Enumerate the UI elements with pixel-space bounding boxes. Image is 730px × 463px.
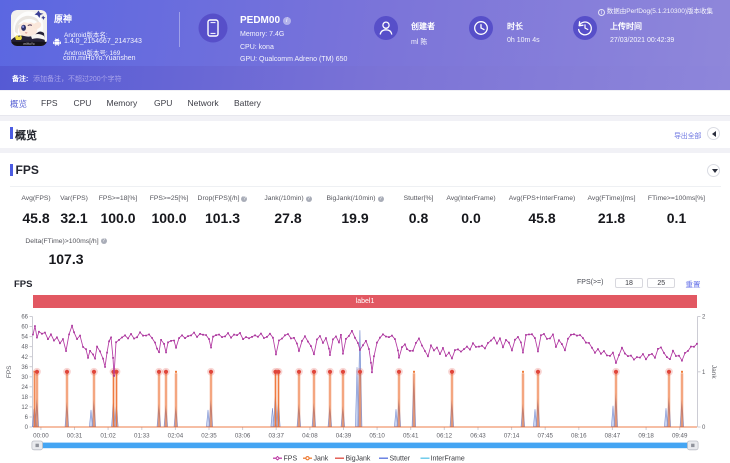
svg-text:01:33: 01:33 bbox=[134, 433, 150, 440]
svg-text:60: 60 bbox=[21, 325, 28, 331]
svg-text:01:02: 01:02 bbox=[100, 433, 116, 440]
svg-text:06:43: 06:43 bbox=[470, 433, 486, 440]
svg-text:48: 48 bbox=[21, 345, 28, 351]
svg-text:miHoYo: miHoYo bbox=[23, 42, 34, 46]
svg-text:18: 18 bbox=[21, 395, 28, 401]
svg-text:FPS: FPS bbox=[6, 365, 13, 378]
svg-text:Jank: Jank bbox=[710, 365, 717, 379]
svg-text:42: 42 bbox=[21, 355, 28, 361]
svg-text:08:16: 08:16 bbox=[571, 433, 587, 440]
svg-text:04:39: 04:39 bbox=[336, 433, 352, 440]
svg-text:02:35: 02:35 bbox=[201, 433, 217, 440]
svg-text:Jank: Jank bbox=[314, 456, 329, 463]
svg-text:04:08: 04:08 bbox=[302, 433, 318, 440]
svg-text:Stutter: Stutter bbox=[390, 456, 411, 463]
svg-text:36: 36 bbox=[21, 365, 28, 371]
svg-text:07:45: 07:45 bbox=[537, 433, 553, 440]
svg-text:08:47: 08:47 bbox=[605, 433, 621, 440]
svg-text:03:37: 03:37 bbox=[268, 433, 284, 440]
svg-text:00:00: 00:00 bbox=[33, 433, 49, 440]
svg-text:1: 1 bbox=[702, 370, 706, 376]
svg-text:6: 6 bbox=[25, 415, 29, 421]
svg-text:05:10: 05:10 bbox=[369, 433, 385, 440]
svg-text:00:31: 00:31 bbox=[67, 433, 83, 440]
svg-text:24: 24 bbox=[21, 385, 28, 391]
svg-text:05:41: 05:41 bbox=[403, 433, 419, 440]
svg-text:BigJank: BigJank bbox=[346, 456, 371, 463]
svg-text:2: 2 bbox=[702, 315, 706, 321]
svg-text:09:18: 09:18 bbox=[638, 433, 654, 440]
svg-text:07:14: 07:14 bbox=[504, 433, 520, 440]
svg-text:0: 0 bbox=[25, 425, 29, 431]
svg-text:03:06: 03:06 bbox=[235, 433, 251, 440]
svg-text:InterFrame: InterFrame bbox=[431, 456, 465, 463]
svg-text:FPS: FPS bbox=[284, 456, 298, 463]
svg-text:0: 0 bbox=[702, 425, 706, 431]
svg-text:30: 30 bbox=[21, 375, 28, 381]
svg-text:66: 66 bbox=[21, 315, 28, 321]
svg-text:54: 54 bbox=[21, 335, 28, 341]
svg-text:09:49: 09:49 bbox=[672, 433, 688, 440]
svg-text:02:04: 02:04 bbox=[168, 433, 184, 440]
svg-text:12: 12 bbox=[21, 405, 28, 411]
svg-text:06:12: 06:12 bbox=[437, 433, 453, 440]
